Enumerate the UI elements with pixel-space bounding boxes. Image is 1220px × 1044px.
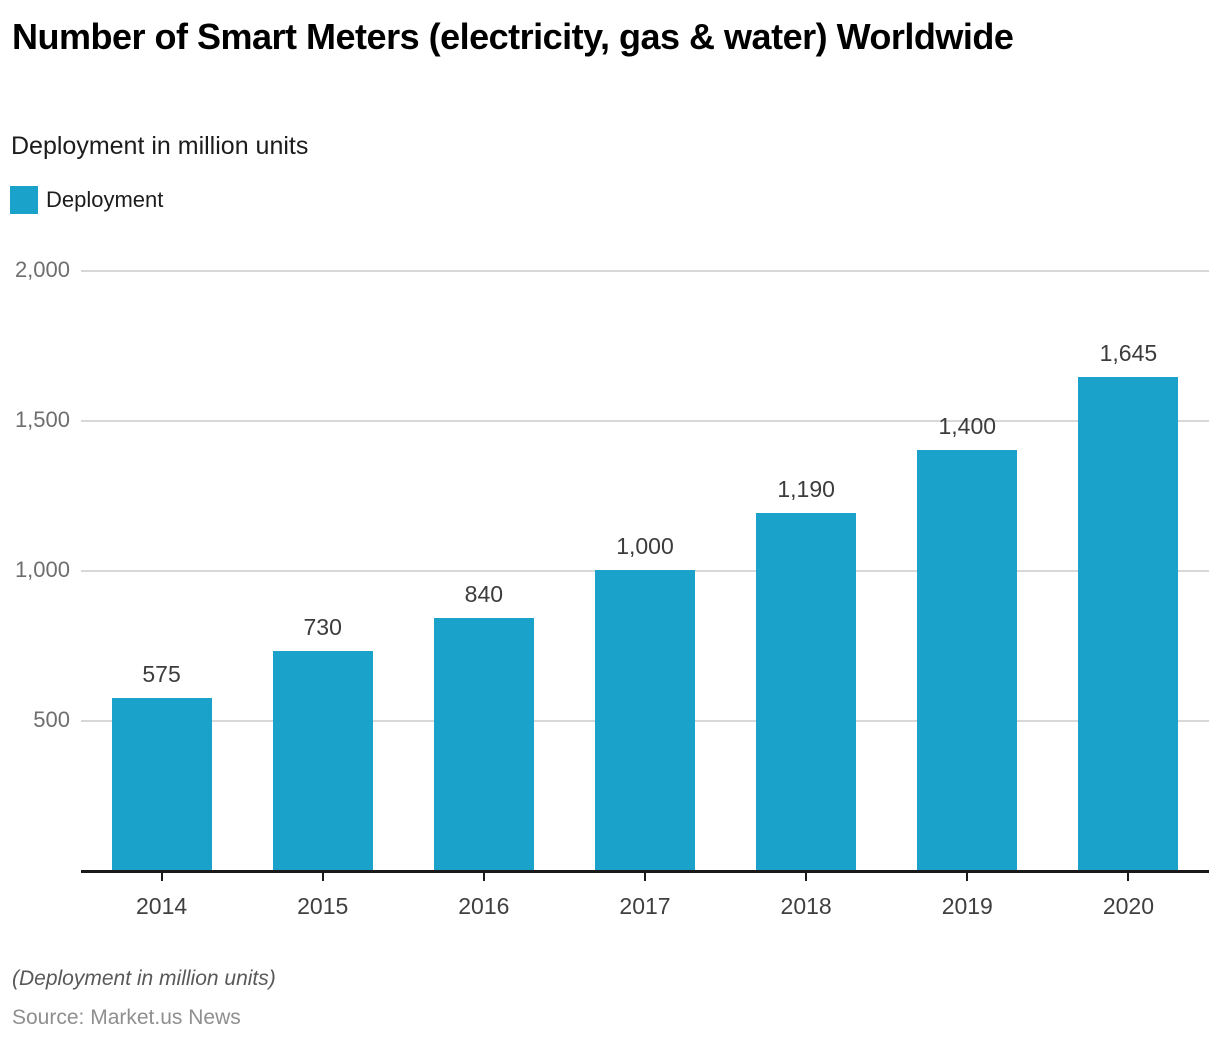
legend-swatch-icon (10, 186, 38, 214)
x-tick-label-2014: 2014 (135, 893, 188, 919)
bar-value-label-2020: 1,645 (1099, 339, 1158, 366)
x-tick-label-2018: 2018 (780, 893, 832, 919)
bar-2020[interactable] (1078, 376, 1179, 870)
bar-2016[interactable] (433, 618, 534, 870)
bar-value-label-2015: 730 (303, 614, 342, 640)
legend-item-deployment[interactable]: Deployment (10, 186, 163, 214)
x-tick-2019 (966, 873, 969, 881)
bar-value-label-2019: 1,400 (938, 413, 997, 439)
bar-column-2020: 1,645 (1048, 270, 1209, 870)
x-tick-label-2016: 2016 (458, 893, 510, 919)
x-tick-2014 (160, 873, 163, 881)
bar-value-label-2018: 1,190 (777, 476, 835, 502)
bar-column-2018: 1,190 (726, 270, 887, 870)
x-tick-2018 (805, 873, 808, 881)
plot-area: 575 730 840 1,000 1,190 1,400 1,645 (81, 270, 1209, 870)
x-axis-cell-2016: 2016 (403, 873, 564, 920)
x-axis-cell-2019: 2019 (887, 873, 1048, 920)
bar-value-label-2016: 840 (464, 581, 504, 607)
x-tick-label-2017: 2017 (619, 893, 671, 919)
bar-2014[interactable] (111, 697, 212, 870)
y-tick-label-500: 500 (33, 707, 70, 732)
y-tick-label-1500: 1,500 (14, 407, 70, 432)
footer-note: (Deployment in million units) (12, 967, 276, 990)
x-tick-2015 (321, 873, 324, 881)
legend: Deployment (10, 186, 163, 214)
legend-label: Deployment (46, 187, 164, 212)
x-axis-line (81, 870, 1209, 873)
bar-value-label-2017: 1,000 (616, 533, 674, 559)
page-subtitle: Deployment in million units (11, 132, 309, 160)
x-axis-cell-2018: 2018 (726, 873, 887, 920)
x-axis-labels: 2014 2015 2016 2017 2018 2019 2020 (81, 873, 1209, 920)
x-axis-cell-2014: 2014 (81, 873, 242, 920)
bar-2015[interactable] (272, 651, 373, 870)
bar-2017[interactable] (594, 570, 695, 870)
bar-column-2016: 840 (403, 270, 564, 870)
x-tick-label-2020: 2020 (1102, 893, 1154, 919)
bar-2018[interactable] (756, 513, 857, 870)
x-tick-2016 (482, 873, 485, 881)
x-axis-cell-2017: 2017 (564, 873, 725, 920)
x-axis-cell-2020: 2020 (1048, 873, 1209, 920)
x-tick-2017 (643, 873, 646, 881)
y-tick-label-1000: 1,000 (14, 557, 70, 582)
x-tick-2020 (1127, 873, 1130, 881)
footer-source: Source: Market.us News (12, 1006, 241, 1029)
bar-column-2015: 730 (242, 270, 403, 870)
gridline-2000 (81, 270, 1209, 272)
bar-value-label-2014: 575 (142, 660, 181, 687)
gridline-1500 (81, 420, 1209, 422)
y-tick-label-2000: 2,000 (14, 257, 70, 282)
x-axis-cell-2015: 2015 (242, 873, 403, 920)
bar-column-2019: 1,400 (887, 270, 1048, 870)
bar-column-2014: 575 (81, 270, 242, 870)
y-axis-labels: 2,000 1,500 1,000 500 (0, 257, 70, 870)
x-tick-label-2019: 2019 (941, 893, 993, 919)
page-title: Number of Smart Meters (electricity, gas… (12, 16, 1014, 57)
bars-row: 575 730 840 1,000 1,190 1,400 1,645 (81, 270, 1209, 870)
bar-2019[interactable] (917, 450, 1018, 870)
bar-column-2017: 1,000 (564, 270, 725, 870)
x-tick-label-2015: 2015 (297, 893, 349, 919)
